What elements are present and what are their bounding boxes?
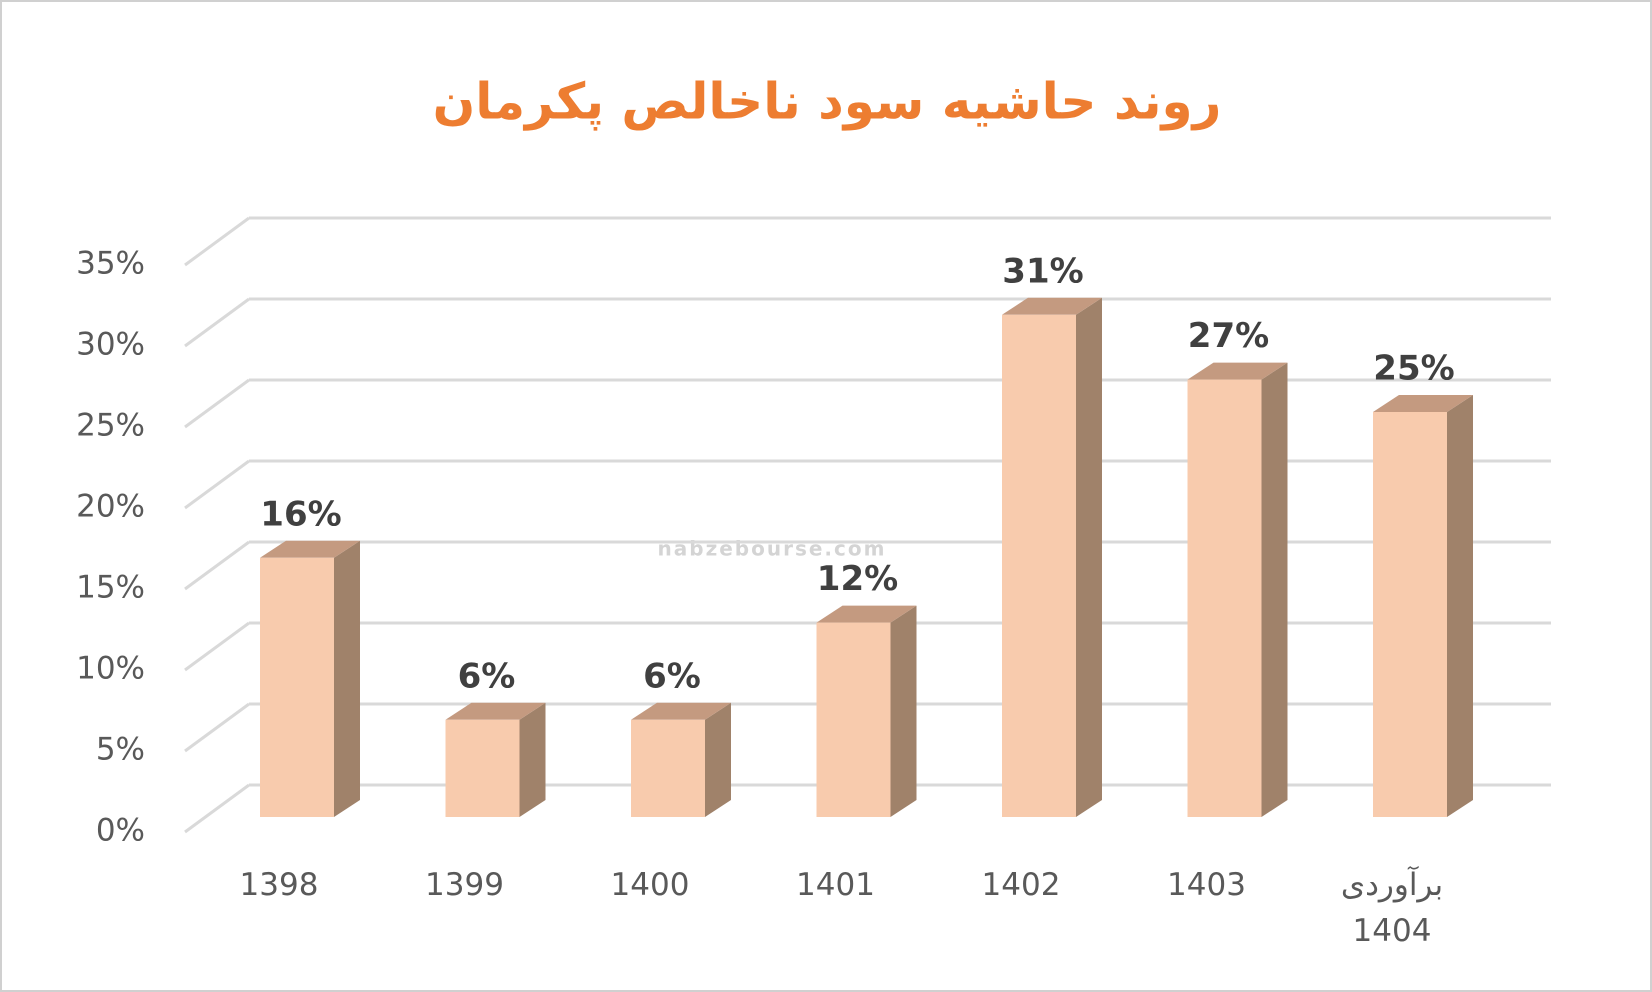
bar (1187, 379, 1262, 817)
grid-diagonal (184, 459, 250, 510)
bar-side (1261, 362, 1288, 817)
bar-top (1373, 395, 1473, 412)
value-label: 12% (817, 559, 898, 599)
grid-diagonal (184, 621, 250, 672)
bar (1002, 314, 1076, 817)
value-label: 25% (1373, 349, 1454, 389)
x-tick-label: برآوردی 1404 (1340, 867, 1444, 949)
y-tick-label: 0% (96, 813, 145, 849)
chart-title: روند حاشیه سود ناخالص پکرمان (433, 73, 1222, 132)
bar (816, 622, 891, 817)
y-tick-label: 20% (76, 489, 145, 525)
bar-side (890, 605, 917, 817)
grid-diagonal (184, 297, 250, 348)
value-label: 16% (260, 494, 341, 534)
grid-diagonal (184, 540, 250, 591)
grid-diagonal (184, 216, 250, 267)
bar-side (705, 702, 731, 817)
y-tick-label: 35% (76, 246, 145, 282)
bar-top (1002, 297, 1102, 315)
x-tick-label: 1402 (981, 867, 1061, 903)
x-tick-label: 1401 (796, 867, 875, 903)
bar (445, 719, 520, 817)
bar-top (445, 702, 546, 720)
grid-diagonal (184, 702, 250, 753)
grid-diagonal (184, 783, 250, 834)
x-tick-label: 1400 (610, 867, 690, 903)
x-tick-label: 1403 (1167, 867, 1246, 903)
bar (1373, 412, 1447, 817)
x-tick-label: 1399 (425, 867, 504, 903)
value-label: 27% (1188, 316, 1269, 356)
bar-side (519, 702, 546, 817)
bar (260, 557, 334, 817)
y-tick-label: 15% (76, 570, 145, 606)
bar-side (1076, 297, 1102, 817)
bar-side (334, 540, 360, 817)
bar-top (631, 702, 731, 720)
bar (631, 719, 705, 817)
grid-diagonal (184, 378, 250, 429)
bar-top (1187, 362, 1288, 380)
y-tick-label: 25% (76, 408, 145, 444)
value-label: 6% (643, 656, 701, 696)
value-label: 31% (1002, 251, 1083, 291)
value-label: 6% (458, 656, 516, 696)
x-tick-label: 1398 (239, 867, 319, 903)
y-tick-label: 10% (76, 651, 145, 687)
bar-top (260, 540, 360, 558)
bar-top (816, 605, 917, 623)
watermark: nabzebourse.com (658, 537, 887, 561)
bar-side (1447, 395, 1473, 817)
y-tick-label: 30% (76, 327, 145, 363)
y-tick-label: 5% (96, 732, 145, 768)
